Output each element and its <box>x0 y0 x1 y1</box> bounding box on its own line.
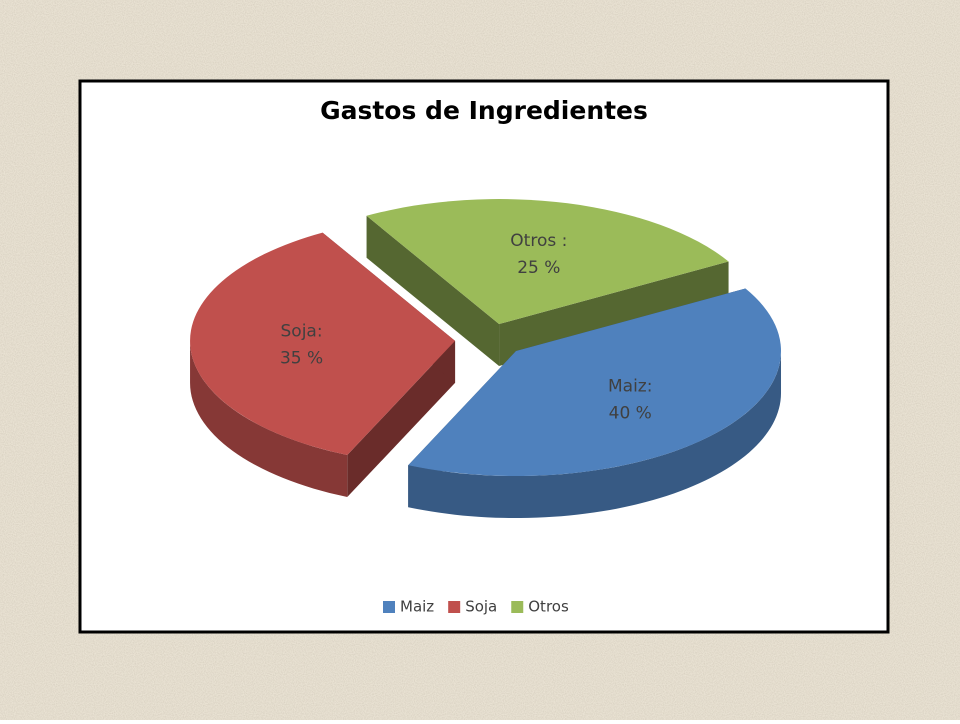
slice-side-face <box>347 340 456 498</box>
slice-outer-wall <box>190 340 348 498</box>
slice-side-face <box>366 215 500 367</box>
slice-side-face <box>499 261 729 367</box>
legend-label: Otros <box>528 598 569 616</box>
legend-swatch <box>448 601 461 613</box>
slice-outer-wall <box>408 351 782 519</box>
slice-top <box>366 199 729 325</box>
data-label-name: Maiz: <box>608 377 652 397</box>
legend-swatch <box>383 601 395 613</box>
legend: Maiz Soja Otros <box>383 598 569 616</box>
legend-label: Maiz <box>400 598 434 616</box>
chart-title: Gastos de Ingredientes <box>320 96 648 125</box>
data-label-value: 35 % <box>280 349 323 369</box>
data-label-name: Soja: <box>281 322 323 342</box>
legend-label: Soja <box>465 598 497 616</box>
slice-top <box>408 288 782 477</box>
data-label-name: Otros : <box>510 231 567 251</box>
pie-slice <box>408 288 782 519</box>
pie-plot: Otros : 25 % Soja: 35 % Maiz: 40 % <box>190 199 782 519</box>
data-label-value: 25 % <box>517 258 560 278</box>
slice-top <box>190 232 456 456</box>
data-label-value: 40 % <box>609 404 652 424</box>
pie-slice <box>366 199 729 367</box>
legend-swatch <box>511 601 524 613</box>
pie-slice <box>190 232 456 498</box>
